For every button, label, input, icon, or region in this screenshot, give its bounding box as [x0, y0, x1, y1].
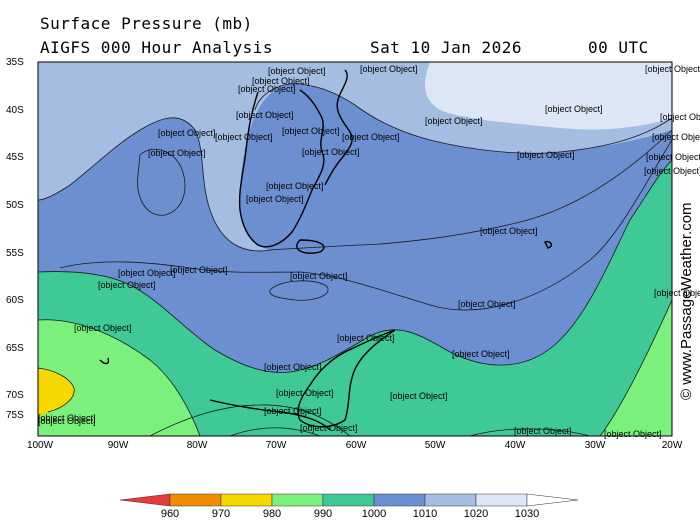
isobar-label: [object Object]: [118, 268, 176, 278]
valid-date-label: Sat 10 Jan 2026: [370, 38, 522, 57]
isobar-label: [object Object]: [264, 406, 322, 416]
colorbar-label: 1010: [412, 508, 438, 520]
colorbar-label: 990: [313, 508, 333, 520]
isobar-label: [object Object]: [282, 126, 340, 136]
isobar-label: [object Object]: [654, 288, 700, 298]
colorbar-label: 960: [160, 508, 180, 520]
isobar-label: [object Object]: [646, 152, 700, 162]
lon-label: 30W: [584, 440, 606, 451]
isobar-label: [object Object]: [252, 76, 310, 86]
colorbar-swatch: [373, 493, 426, 507]
map-frame: [37, 61, 673, 437]
isobar-label: [object Object]: [38, 413, 96, 423]
isobar-label: [object Object]: [425, 116, 483, 126]
isobar-label: [object Object]: [604, 429, 662, 439]
lat-label: 60S: [6, 295, 24, 306]
isobar-label: [object Object]: [148, 148, 206, 158]
colorbar-label: 1030: [514, 508, 540, 520]
lat-label: 75S: [6, 410, 24, 421]
isobar-label: [object Object]: [238, 84, 296, 94]
lon-label: 60W: [345, 440, 367, 451]
coastline: [99, 69, 553, 431]
isobar-label: [object Object]: [458, 299, 516, 309]
isobar-label: [object Object]: [545, 104, 603, 114]
colorbar-arrow-high: [526, 493, 579, 507]
isobar-label: [object Object]: [514, 426, 572, 436]
isobar-label: [object Object]: [38, 416, 96, 426]
colorbar-swatch: [220, 493, 273, 507]
band-990: [38, 319, 200, 436]
isobar-label: [object Object]: [276, 388, 334, 398]
isobar-label: [object Object]: [98, 280, 156, 290]
model-run-label: AIGFS 000 Hour Analysis: [40, 38, 274, 57]
colorbar-label: 980: [262, 508, 282, 520]
isobar-label: [object Object]: [246, 194, 304, 204]
isobar-label: [object Object]: [290, 271, 348, 281]
isobar-label: [object Object]: [452, 349, 510, 359]
isobar-label: [object Object]: [480, 226, 538, 236]
isobar-label: [object Object]: [74, 323, 132, 333]
lat-label: 55S: [6, 248, 24, 259]
isobar-label: [object Object]: [236, 110, 294, 120]
valid-time-label: 00 UTC: [588, 38, 649, 57]
colorbar-arrow-low: [119, 493, 171, 507]
isobar-label: [object Object]: [170, 265, 228, 275]
lon-label: 80W: [186, 440, 208, 451]
isobar-label: [object Object]: [360, 64, 418, 74]
isobar-label: [object Object]: [266, 181, 324, 191]
isobar-label: [object Object]: [342, 132, 400, 142]
band-990-east: [600, 300, 672, 436]
colorbar-swatch: [169, 493, 222, 507]
colorbar-label: 1000: [361, 508, 387, 520]
isobar-label: [object Object]: [390, 391, 448, 401]
colorbar-swatch: [475, 493, 528, 507]
isobar-label: [object Object]: [337, 333, 395, 343]
lon-label: 70W: [265, 440, 287, 451]
colorbar-swatch: [271, 493, 324, 507]
watermark: © www.PassageWeather.com: [678, 202, 695, 400]
isobar-label: [object Object]: [660, 112, 700, 122]
colorbar-swatch: [424, 493, 477, 507]
lon-label: 50W: [424, 440, 446, 451]
isobar-label: [object Object]: [652, 132, 700, 142]
colorbar-label: 1020: [463, 508, 489, 520]
isobar-label: [object Object]: [264, 362, 322, 372]
isobar-label: [object Object]: [268, 66, 326, 76]
lon-label: 40W: [504, 440, 526, 451]
band-1000: [38, 160, 672, 436]
chart-title: Surface Pressure (mb): [40, 14, 253, 33]
isobar-label: [object Object]: [300, 423, 358, 433]
lat-label: 45S: [6, 152, 24, 163]
isobar-label: [object Object]: [302, 147, 360, 157]
isobar-label: [object Object]: [158, 128, 216, 138]
lon-label: 20W: [661, 440, 683, 451]
band-980: [38, 368, 75, 418]
lon-label: 90W: [107, 440, 129, 451]
colorbar: [119, 493, 579, 507]
lon-label: 100W: [26, 440, 54, 451]
lat-label: 35S: [6, 57, 24, 68]
lat-label: 70S: [6, 390, 24, 401]
band-1020: [425, 62, 672, 130]
lat-label: 40S: [6, 105, 24, 116]
lat-label: 65S: [6, 343, 24, 354]
colorbar-label: 970: [211, 508, 231, 520]
lat-label: 50S: [6, 200, 24, 211]
colorbar-swatch: [322, 493, 375, 507]
isobar-label: [object Object]: [215, 132, 273, 142]
isobar-label: [object Object]: [517, 150, 575, 160]
